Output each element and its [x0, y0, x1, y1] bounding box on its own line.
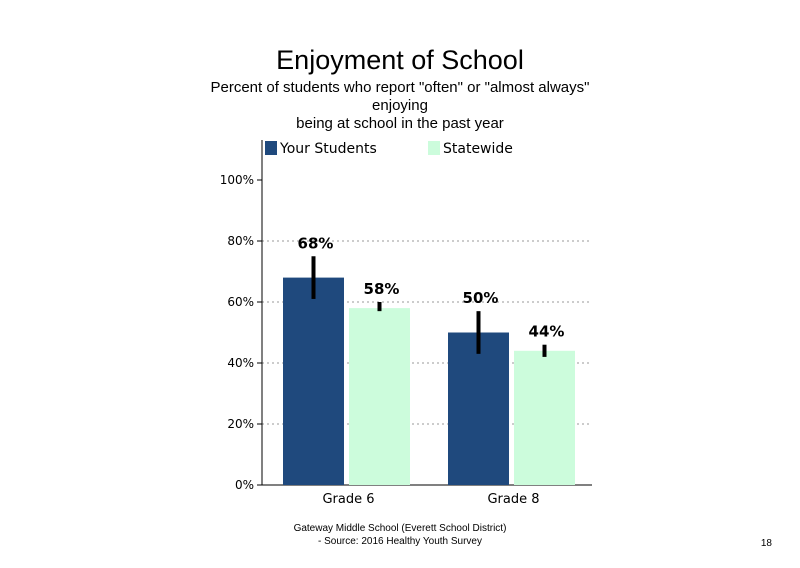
- y-tick-label: 0%: [235, 478, 254, 492]
- subtitle-line-3: being at school in the past year: [296, 115, 504, 132]
- x-category-label: Grade 8: [487, 492, 539, 507]
- y-tick-label: 60%: [227, 295, 254, 309]
- y-tick-label: 100%: [220, 173, 254, 187]
- data-label: 44%: [529, 323, 565, 341]
- x-category-label: Grade 6: [322, 492, 374, 507]
- data-label: 50%: [463, 289, 499, 307]
- data-label: 58%: [364, 280, 400, 298]
- subtitle-line-2: enjoying: [372, 97, 428, 114]
- bar-statewide: [349, 308, 410, 485]
- data-label: 68%: [298, 234, 334, 252]
- subtitle-line-1: Percent of students who report "often" o…: [210, 79, 590, 96]
- legend-swatch: [428, 141, 440, 155]
- bar-your-students: [283, 277, 344, 485]
- page-number: 18: [760, 538, 772, 549]
- y-tick-label: 80%: [227, 234, 254, 248]
- legend-swatch: [265, 141, 277, 155]
- chart-title: Enjoyment of School: [276, 45, 524, 75]
- footer-line-2: - Source: 2016 Healthy Youth Survey: [318, 536, 482, 547]
- bar-your-students: [448, 332, 509, 485]
- source-footer: Gateway Middle School (Everett School Di…: [200, 522, 600, 548]
- legend-label: Statewide: [443, 141, 513, 157]
- y-tick-label: 20%: [227, 417, 254, 431]
- y-tick-label: 40%: [227, 356, 254, 370]
- footer-line-1: Gateway Middle School (Everett School Di…: [293, 523, 507, 534]
- bar-statewide: [514, 350, 575, 485]
- legend-label: Your Students: [279, 141, 377, 157]
- chart-subtitle: Percent of students who report "often" o…: [0, 79, 800, 133]
